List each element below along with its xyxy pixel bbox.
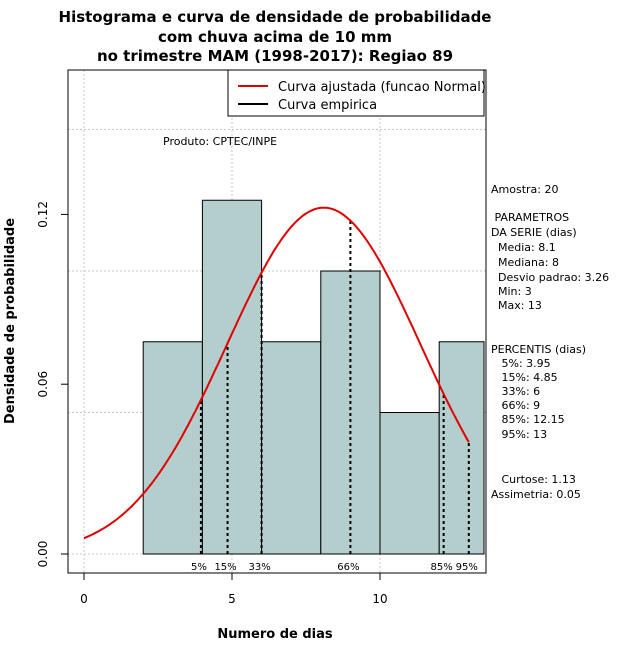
x-tick-label: 10 [372, 592, 387, 606]
axes: 0 5 10 0.00 0.06 0.12 [36, 201, 388, 606]
statistics-panel: Amostra: 20 PARAMETROS DA SERIE (dias) Me… [491, 183, 609, 501]
histogram-bar [142, 341, 203, 555]
percentile-label: 15% [214, 562, 236, 573]
statistics-line: Curtose: 1.13 [491, 473, 576, 486]
fitted-normal-curve [83, 206, 470, 540]
statistics-line: 66%: 9 [491, 399, 540, 412]
statistics-line: 33%: 6 [491, 385, 540, 398]
percentile-label: 85% [431, 562, 453, 573]
histogram-bar [438, 341, 485, 555]
x-tick-label: 0 [80, 592, 88, 606]
y-tick-label: 0.00 [36, 541, 50, 568]
chart-title-line-2: com chuva acima de 10 mm [158, 28, 392, 46]
percentile-label: 95% [456, 562, 478, 573]
x-axis-title: Numero de dias [217, 627, 333, 642]
legend: Curva ajustada (funcao Normal) Curva emp… [227, 69, 486, 117]
statistics-line: DA SERIE (dias) [491, 226, 577, 239]
statistics-line: Desvio padrao: 3.26 [491, 271, 609, 284]
legend-label-fitted: Curva ajustada (funcao Normal) [278, 80, 486, 95]
histogram-bars [142, 199, 485, 555]
y-tick-label: 0.06 [36, 371, 50, 398]
histogram-bar [261, 341, 322, 555]
y-axis-title: Densidade de probabilidade [3, 218, 18, 424]
legend-box [227, 69, 485, 117]
percentile-label: 5% [191, 562, 207, 573]
percentile-label: 66% [337, 562, 359, 573]
statistics-line: PERCENTIS (dias) [491, 343, 586, 356]
legend-label-empirical: Curva empirica [278, 98, 377, 113]
statistics-line: Amostra: 20 [491, 183, 558, 196]
statistics-line: 5%: 3.95 [491, 357, 551, 370]
statistics-line: Mediana: 8 [491, 256, 559, 269]
product-annotation: Produto: CPTEC/INPE [163, 135, 277, 148]
statistics-line: 95%: 13 [491, 428, 547, 441]
percentile-lines: 5% 15% 33% 66% 85% 95% [191, 220, 478, 573]
percentile-label: 33% [248, 562, 270, 573]
y-tick-label: 0.12 [36, 201, 50, 228]
statistics-line: PARAMETROS [491, 211, 569, 224]
histogram-bar [379, 412, 440, 555]
chart-title-line-1: Histograma e curva de densidade de proba… [59, 8, 492, 26]
x-tick-label: 5 [228, 592, 236, 606]
statistics-line: Media: 8.1 [491, 241, 556, 254]
normal-curve [83, 206, 470, 540]
statistics-line: Min: 3 [491, 285, 532, 298]
statistics-line: Max: 13 [491, 299, 542, 312]
statistics-line: 85%: 12.15 [491, 413, 565, 426]
chart-title-line-3: no trimestre MAM (1998-2017): Regiao 89 [97, 47, 453, 65]
statistics-line: Assimetria: 0.05 [491, 488, 581, 501]
statistics-line: 15%: 4.85 [491, 371, 558, 384]
